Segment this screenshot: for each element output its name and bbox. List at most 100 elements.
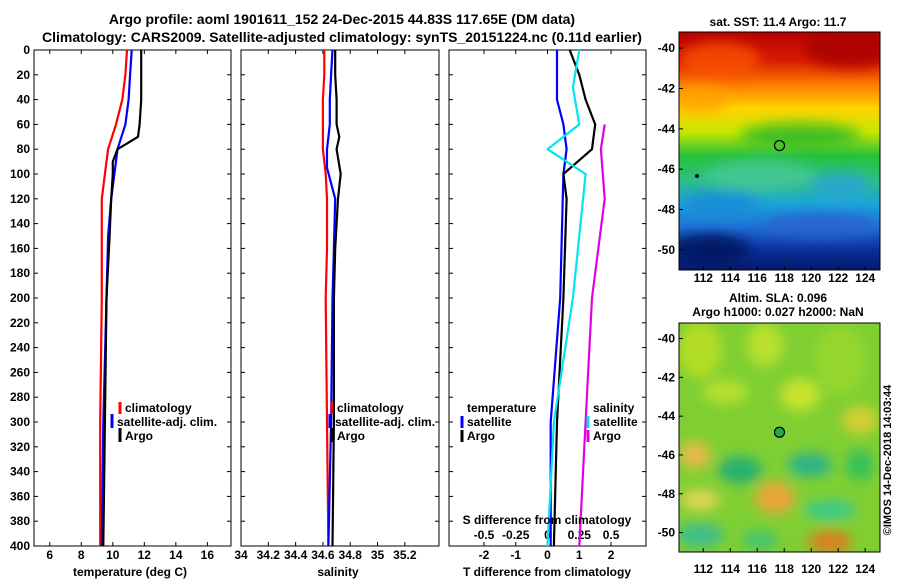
map-x-tick-label: 122 <box>828 271 848 285</box>
salinity-legend: climatology satellite-adj. clim. Argo <box>328 401 435 443</box>
copyright-label: ©IMOS 14-Dec-2018 14:03:44 <box>882 384 894 535</box>
x-tick-label: 8 <box>78 548 85 562</box>
legend-label-argo: Argo <box>337 429 365 443</box>
map-y-tick-label: -50 <box>658 526 676 540</box>
x-tick-label: 34.6 <box>311 548 335 562</box>
y-tick-label: 400 <box>10 539 30 553</box>
map-y-tick-label: -48 <box>658 487 676 501</box>
map-x-tick-label: 114 <box>721 562 741 576</box>
map-x-tick-label: 118 <box>775 271 795 285</box>
salinity-panel-frame <box>240 49 440 547</box>
map-x-tick-label: 114 <box>721 271 741 285</box>
x-tick-label: 2 <box>608 548 615 562</box>
series-line-temperature-argo <box>552 50 597 546</box>
x-tick-label: 34.8 <box>339 548 363 562</box>
x-tick-label-top: -0.5 <box>474 528 495 542</box>
y-tick-label: 280 <box>10 390 30 404</box>
map-x-tick-label: 120 <box>801 562 821 576</box>
y-tick-label: 360 <box>10 489 30 503</box>
x-tick-label: 16 <box>201 548 215 562</box>
map-y-tick-label: -42 <box>658 81 676 95</box>
map-x-tick-label: 112 <box>694 562 714 576</box>
x-tick-label-top: -0.25 <box>502 528 530 542</box>
x-tick-label: 34.4 <box>284 548 308 562</box>
y-tick-label: 0 <box>23 43 30 57</box>
y-tick-label: 20 <box>17 68 31 82</box>
y-tick-label: 140 <box>10 217 30 231</box>
series-line-climatology <box>321 50 330 546</box>
x-tick-label: 6 <box>46 548 53 562</box>
difference-legend: temperature satellite Argo salinity sate… <box>460 401 638 443</box>
axes-layer: 0204060801001201401601802002202402602803… <box>10 43 646 562</box>
y-tick-label: 260 <box>10 365 30 379</box>
sst-argo-float-marker <box>773 139 786 152</box>
map-y-tick-label: -44 <box>658 122 676 136</box>
y-tick-label: 80 <box>17 142 31 156</box>
x-tick-label: 12 <box>138 548 152 562</box>
y-tick-label: 340 <box>10 465 30 479</box>
map-y-tick-label: -40 <box>658 332 676 346</box>
map-x-tick-label: 124 <box>855 562 875 576</box>
difference-panel-frame <box>448 49 647 547</box>
x-tick-label: 34 <box>234 548 248 562</box>
legend-label-climatology: climatology <box>125 401 192 415</box>
map-y-tick-label: -50 <box>658 243 676 257</box>
x-tick-label: -2 <box>479 548 490 562</box>
map-axes-layer: 112 114 116 118 120 122 124 -40 -42 -44 -46 -48 -50 1… <box>658 41 876 576</box>
y-tick-label: 120 <box>10 192 30 206</box>
legend-label-temp-satellite: satellite <box>467 415 512 429</box>
x-tick-label-top: 0.5 <box>603 528 620 542</box>
sst-map-title: sat. SST: 11.4 Argo: 11.7 <box>710 15 847 29</box>
map-y-tick-label: -44 <box>658 409 676 423</box>
y-tick-label: 380 <box>10 514 30 528</box>
legend-head-temperature: temperature <box>467 401 537 415</box>
map-y-tick-label: -48 <box>658 202 676 216</box>
series-line-salinity-argo <box>578 124 606 546</box>
x-tick-label: 14 <box>169 548 183 562</box>
series-line-climatology <box>99 50 129 546</box>
legend-label-argo: Argo <box>125 429 153 443</box>
sst-map-frame <box>678 31 881 271</box>
legend-label-climatology: climatology <box>337 401 404 415</box>
temperature-panel-frame <box>33 49 232 547</box>
series-line-satellite-adj-clim- <box>325 50 337 546</box>
x-tick-label: 34.2 <box>257 548 281 562</box>
x-tick-label: 1 <box>576 548 583 562</box>
map-x-tick-label: 120 <box>801 271 821 285</box>
legend-label-sal-argo: Argo <box>593 429 621 443</box>
sla-map-frame <box>678 322 881 553</box>
legend-label-temp-argo: Argo <box>467 429 495 443</box>
temperature-xlabel: temperature (deg C) <box>73 565 187 579</box>
figure-title-line2: Climatology: CARS2009. Satellite-adjuste… <box>42 29 642 45</box>
difference-xlabel-top: S difference from climatology <box>463 513 632 527</box>
map-x-tick-label: 116 <box>748 562 768 576</box>
sla-argo-float-marker <box>773 426 786 438</box>
y-tick-label: 200 <box>10 291 30 305</box>
legend-label-satellite: satellite-adj. clim. <box>335 415 435 429</box>
map-y-tick-label: -40 <box>658 41 676 55</box>
x-tick-label: 0 <box>544 548 551 562</box>
map-y-tick-label: -46 <box>658 448 676 462</box>
sla-map-image <box>679 323 880 552</box>
y-tick-label: 240 <box>10 341 30 355</box>
map-x-tick-label: 116 <box>748 271 768 285</box>
map-y-tick-label: -42 <box>658 370 676 384</box>
figure-title-line1: Argo profile: aoml 1901611_152 24-Dec-20… <box>109 11 575 27</box>
temperature-legend: climatology satellite-adj. clim. Argo <box>110 401 217 443</box>
y-tick-label: 160 <box>10 241 30 255</box>
legend-label-satellite: satellite-adj. clim. <box>117 415 217 429</box>
legend-label-sal-satellite: satellite <box>593 415 638 429</box>
series-line-argo <box>331 50 342 546</box>
x-tick-label: 35.2 <box>393 548 417 562</box>
map-y-tick-label: -46 <box>658 162 676 176</box>
series-line-argo <box>102 50 143 546</box>
map-x-tick-label: 122 <box>828 562 848 576</box>
difference-xlabel: T difference from climatology <box>463 565 631 579</box>
y-tick-label: 180 <box>10 266 30 280</box>
x-tick-label: 35 <box>371 548 385 562</box>
y-tick-label: 60 <box>17 117 31 131</box>
sla-map-title1: Altim. SLA: 0.096 <box>729 291 827 305</box>
legend-head-salinity: salinity <box>593 401 635 415</box>
x-tick-label: -1 <box>510 548 521 562</box>
x-tick-label: 10 <box>106 548 120 562</box>
